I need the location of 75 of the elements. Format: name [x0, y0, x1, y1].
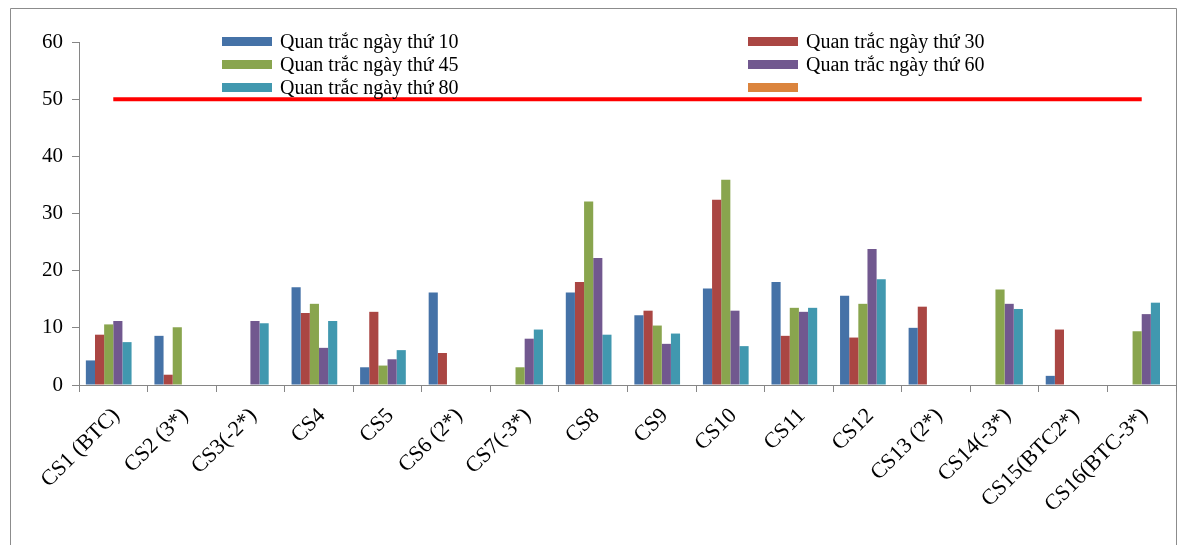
bar [574, 282, 585, 385]
y-tick-label: 20 [42, 257, 63, 282]
bar [730, 310, 740, 385]
bar [396, 350, 406, 385]
bar [318, 347, 329, 385]
bar [702, 288, 713, 385]
bar [533, 329, 543, 385]
bar [172, 327, 182, 385]
legend-label: Quan trắc ngày thứ 60 [806, 53, 985, 76]
bar [360, 367, 370, 385]
bar [780, 335, 790, 385]
bar [113, 320, 123, 385]
bar [849, 337, 859, 385]
bar [154, 335, 164, 385]
bar [771, 282, 781, 385]
bar [858, 303, 868, 385]
x-tick-label: CS8 [559, 402, 604, 447]
bar [798, 311, 809, 385]
legend-label: Quan trắc ngày thứ 45 [280, 53, 459, 76]
bar [104, 324, 114, 385]
bar [876, 279, 886, 385]
bar [300, 312, 310, 385]
bar [584, 201, 594, 385]
bar [309, 303, 319, 385]
bar [524, 338, 534, 385]
bar [643, 310, 653, 385]
y-tick-label: 10 [42, 314, 63, 339]
bar [387, 359, 397, 385]
legend-label: Quan trắc ngày thứ 30 [806, 30, 985, 53]
y-tick-label: 30 [42, 200, 63, 225]
bar [908, 327, 918, 385]
bar [634, 315, 644, 385]
bar [437, 352, 447, 385]
bar [739, 346, 749, 385]
x-tick-label: CS4 [285, 402, 330, 447]
bar [428, 292, 438, 385]
bar [712, 199, 722, 385]
bar [840, 295, 850, 385]
bar [917, 306, 927, 385]
bar [122, 342, 132, 385]
bar [1150, 302, 1160, 385]
bar [808, 307, 818, 385]
bar [378, 365, 388, 385]
y-tick-label: 40 [42, 142, 63, 167]
bar [1004, 303, 1014, 385]
bar [652, 325, 662, 385]
bar [163, 374, 173, 385]
bar [995, 289, 1005, 385]
bar [328, 320, 338, 385]
bar [602, 334, 612, 385]
bar [515, 367, 525, 385]
x-tick-label: CS9 [627, 402, 673, 447]
legend-label: Quan trắc ngày thứ 10 [280, 30, 459, 53]
bar [1132, 331, 1142, 385]
bar [95, 334, 105, 385]
bar [291, 287, 301, 385]
bar [259, 323, 269, 385]
bar [721, 179, 731, 385]
bar [565, 292, 575, 385]
bar [1045, 375, 1055, 385]
bar [789, 307, 799, 385]
bar [593, 258, 603, 385]
bar [867, 248, 877, 385]
bar [1141, 314, 1151, 385]
legend-label: Quan trắc ngày thứ 80 [280, 76, 459, 99]
bar [670, 333, 681, 385]
bar [661, 343, 671, 385]
bar [1013, 308, 1023, 385]
y-tick-label: 50 [42, 85, 63, 110]
y-tick-label: 60 [42, 28, 63, 53]
bar [85, 360, 95, 385]
bar [250, 320, 260, 385]
bar [1054, 329, 1065, 385]
y-tick-label: 0 [52, 371, 63, 396]
bar [369, 311, 379, 385]
